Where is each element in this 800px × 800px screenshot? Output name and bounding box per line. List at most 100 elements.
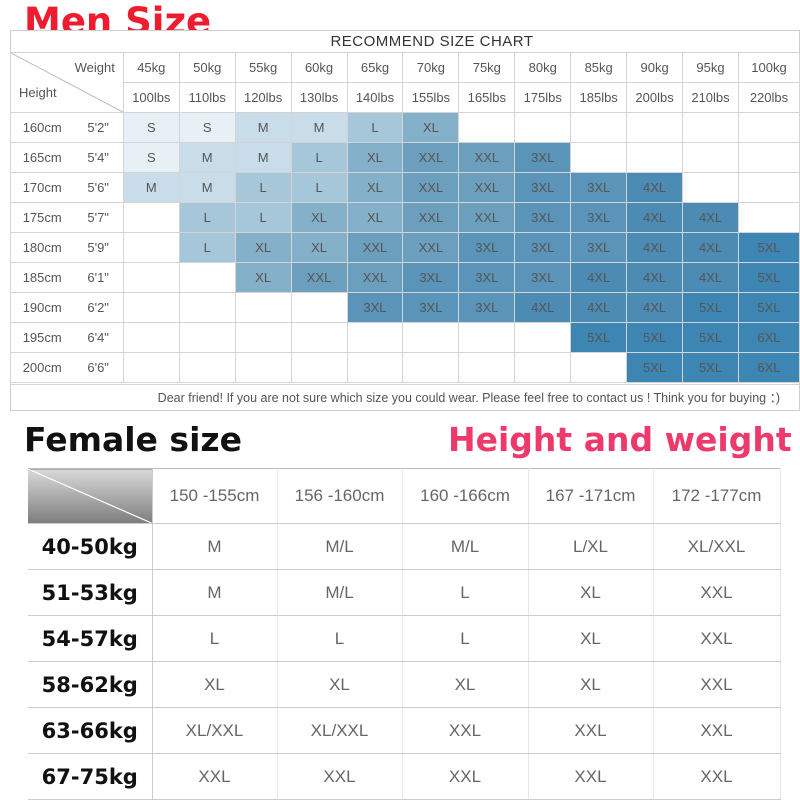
men-height-row: 160cm 5'2" S S M M L XL <box>10 112 800 143</box>
height-ft-cell: 5'2" <box>67 112 124 143</box>
men-size-cell: 3XL <box>514 172 572 203</box>
female-size-cell: L <box>277 615 403 662</box>
men-size-cell: XXL <box>290 262 348 293</box>
men-size-cell <box>234 292 292 323</box>
female-weight-cell: 67-75kg <box>28 753 153 800</box>
weight-kg-header: 100kg <box>737 52 800 83</box>
men-size-cell: 6XL <box>737 322 800 353</box>
weight-lbs-header: 140lbs <box>346 82 404 113</box>
height-ft-cell: 6'2" <box>67 292 124 323</box>
men-size-cell: XXL <box>346 262 404 293</box>
men-size-cell: 4XL <box>514 292 572 323</box>
height-cm-cell: 195cm <box>10 322 68 353</box>
men-size-cell <box>570 142 628 173</box>
men-size-cell: 4XL <box>570 292 628 323</box>
men-size-cell: XL <box>346 172 404 203</box>
men-weight-lbs-row: 100lbs 110lbs 120lbs 130lbs 140lbs 155lbs 165l… <box>11 82 800 113</box>
weight-lbs-header: 175lbs <box>514 82 572 113</box>
men-size-cell <box>682 112 739 143</box>
men-size-cell <box>178 292 236 323</box>
men-size-cell: M <box>234 142 292 173</box>
men-size-cell: XXL <box>458 172 516 203</box>
weight-lbs-header: 200lbs <box>626 82 684 113</box>
men-size-cell: XXL <box>402 172 460 203</box>
men-size-cell <box>234 322 292 353</box>
men-size-cell <box>458 352 516 383</box>
men-size-cell: XL <box>290 202 348 233</box>
height-ft-cell: 5'6" <box>67 172 124 203</box>
men-size-cell: XL <box>234 262 292 293</box>
height-axis-label: Height <box>19 85 57 100</box>
men-size-cell: 3XL <box>514 262 572 293</box>
weight-lbs-header: 185lbs <box>570 82 628 113</box>
men-height-row: 200cm 6'6" 5XL 5XL 6XL <box>10 352 800 383</box>
men-size-cell: 4XL <box>626 202 684 233</box>
weight-kg-header: 70kg <box>402 52 460 83</box>
height-cm-cell: 190cm <box>10 292 68 323</box>
female-height-header: 156 -160cm <box>277 468 403 524</box>
female-size-cell: L/XL <box>528 523 654 570</box>
men-size-cell: 3XL <box>514 232 572 263</box>
female-size-cell: XXL <box>528 707 654 754</box>
weight-axis-label: Weight <box>74 60 115 75</box>
female-weight-row: 40-50kg M M/L M/L L/XL XL/XXL <box>28 523 781 570</box>
men-size-cell: M <box>178 142 236 173</box>
men-size-cell: XL <box>346 202 404 233</box>
men-size-cell <box>290 322 348 353</box>
men-size-cell: XL <box>402 112 460 143</box>
men-size-cell: L <box>234 202 292 233</box>
female-weight-row: 67-75kg XXL XXL XXL XXL XXL <box>28 753 781 800</box>
men-size-cell <box>682 172 739 203</box>
men-size-cell: 3XL <box>402 262 460 293</box>
female-size-cell: XL <box>402 661 529 708</box>
men-size-cell <box>458 112 516 143</box>
men-size-cell: XXL <box>402 202 460 233</box>
men-size-cell: 4XL <box>682 262 739 293</box>
men-size-cell: 4XL <box>626 232 684 263</box>
men-size-cell <box>290 352 348 383</box>
men-size-table: Weight Height 45kg 50kg 55kg 60kg 65kg 70kg 75… <box>10 52 800 383</box>
men-size-cell: M <box>122 172 180 203</box>
men-size-cell: XL <box>234 232 292 263</box>
height-cm-cell: 165cm <box>10 142 68 173</box>
men-size-cell <box>122 202 180 233</box>
men-size-cell: 3XL <box>514 142 572 173</box>
men-size-cell <box>402 352 460 383</box>
female-size-table: 150 -155cm 156 -160cm 160 -166cm 167 -171cm… <box>28 468 781 800</box>
female-size-cell: M/L <box>277 523 403 570</box>
female-size-cell: XL <box>528 615 654 662</box>
weight-lbs-header: 220lbs <box>737 82 800 113</box>
weight-lbs-header: 100lbs <box>122 82 180 113</box>
female-size-cell: XL <box>528 569 654 616</box>
men-size-cell: 5XL <box>737 232 800 263</box>
female-weight-cell: 58-62kg <box>28 661 153 708</box>
men-size-cell: 5XL <box>737 262 800 293</box>
female-weight-cell: 40-50kg <box>28 523 153 570</box>
men-size-cell <box>346 322 404 353</box>
men-size-cell: S <box>178 112 236 143</box>
female-size-cell: XXL <box>653 753 781 800</box>
men-size-cell: 6XL <box>737 352 800 383</box>
men-size-cell <box>514 322 572 353</box>
men-size-cell: M <box>234 112 292 143</box>
men-size-cell <box>122 232 180 263</box>
men-size-cell <box>570 352 628 383</box>
men-size-cell: 4XL <box>570 262 628 293</box>
men-size-cell: 5XL <box>570 322 628 353</box>
men-size-cell: 4XL <box>626 172 684 203</box>
men-size-cell: L <box>178 202 236 233</box>
female-weight-cell: 54-57kg <box>28 615 153 662</box>
men-size-cell <box>234 352 292 383</box>
weight-lbs-header: 210lbs <box>682 82 739 113</box>
men-size-cell: L <box>290 142 348 173</box>
men-size-cell: XL <box>346 142 404 173</box>
female-size-cell: XXL <box>653 569 781 616</box>
men-size-cell <box>122 322 180 353</box>
diagonal-divider <box>11 53 123 112</box>
female-size-cell: XL <box>528 661 654 708</box>
height-ft-cell: 6'1" <box>67 262 124 293</box>
contact-note: Dear friend! If you are not sure which s… <box>10 384 800 411</box>
female-size-cell: XL/XXL <box>152 707 278 754</box>
female-weight-row: 51-53kg M M/L L XL XXL <box>28 569 781 616</box>
height-cm-cell: 200cm <box>10 352 68 383</box>
